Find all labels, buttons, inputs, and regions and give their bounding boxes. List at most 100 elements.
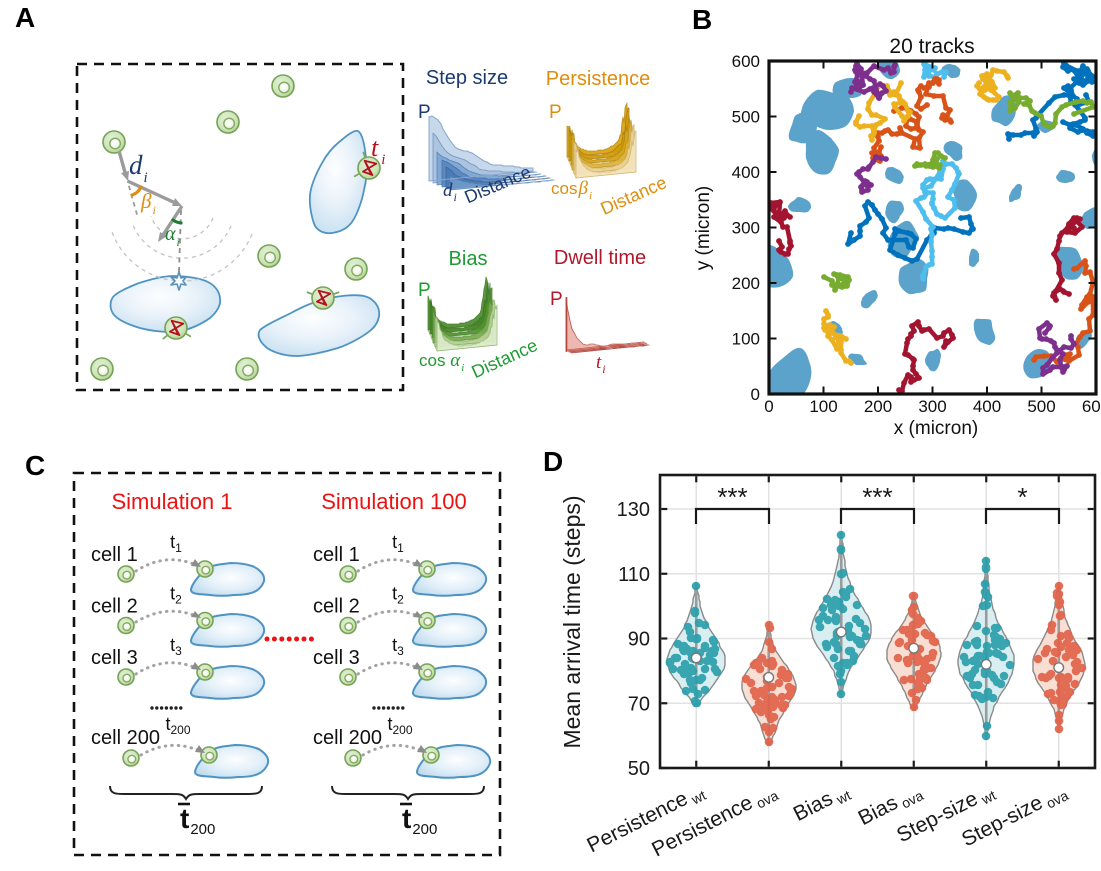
cell-nucleus — [242, 364, 255, 377]
y-tick-label: 50 — [628, 758, 650, 780]
cell-pseudopod — [306, 291, 314, 296]
beta-label: βi — [140, 189, 156, 217]
significance-stars: *** — [717, 482, 747, 512]
cell-pseudopod — [162, 334, 169, 340]
ecm-blob — [1009, 183, 1022, 203]
cell-row-label: cell 200 — [91, 727, 160, 749]
cell-nucleus — [278, 81, 291, 94]
cell-nucleus — [264, 251, 277, 264]
panel-a-dashed-border — [75, 62, 405, 392]
arrival-time-label: t3 — [170, 635, 182, 658]
ecm-blob — [885, 200, 904, 224]
migration-dotted-arrow — [356, 558, 420, 573]
alpha-label: αi — [165, 223, 180, 249]
cell-nucleus — [109, 137, 122, 150]
cell-nucleus — [344, 570, 354, 580]
y-tick-label: 400 — [732, 163, 760, 182]
cell-pseudopod — [362, 151, 367, 159]
cell-track — [896, 319, 956, 393]
significance-stars: * — [1017, 482, 1027, 512]
migration-arrow-head — [413, 559, 423, 567]
cell-nucleus — [423, 668, 433, 678]
cell-track — [770, 199, 794, 257]
ecm-blob — [770, 245, 794, 288]
panel-b-ylabel: y (micron) — [693, 186, 714, 270]
dwell-clock-icon — [316, 289, 332, 306]
cell-nucleus — [122, 673, 132, 683]
cell-track — [1007, 90, 1095, 130]
x-axis-label-cosalpha: cos αi — [419, 350, 464, 374]
x-tick-label: 100 — [809, 397, 837, 416]
significance-bracket — [984, 507, 1061, 524]
y-tick-label: 200 — [732, 274, 760, 293]
bias-direction-dashed — [178, 209, 182, 273]
cell-nucleus — [122, 622, 132, 632]
y-tick-label: 110 — [618, 564, 650, 586]
ecm-blob — [1092, 149, 1095, 166]
underbrace — [331, 785, 485, 801]
violin-median-dot — [980, 658, 992, 670]
x-tick-label: 600 — [1082, 397, 1101, 416]
cell-track — [845, 199, 976, 264]
cell-nucleus — [201, 565, 211, 575]
cell-track — [974, 67, 1011, 103]
distribution-layer — [436, 304, 498, 352]
dwell-clock-icon — [169, 319, 185, 336]
ecm-blob — [969, 248, 979, 267]
cell-row-label: cell 2 — [313, 596, 360, 618]
migration-arrow-head — [191, 559, 201, 567]
cell-nucleus — [423, 617, 433, 627]
underbrace — [109, 785, 263, 801]
y-tick-label: 130 — [617, 499, 650, 521]
migration-arrow-head — [413, 662, 423, 670]
distribution-outline — [428, 115, 534, 182]
x-axis-label-cosbeta: cosβi — [551, 178, 592, 202]
ecm-blob — [770, 347, 812, 393]
vertical-ellipsis-dots — [372, 706, 405, 710]
cell-track — [1005, 62, 1095, 142]
x-axis-label-di: di — [443, 180, 457, 204]
between-simulations-dots — [264, 636, 314, 642]
y-tick-label: 300 — [732, 219, 760, 238]
migration-arrow-head — [191, 611, 201, 618]
p-axis-label: P — [418, 102, 431, 123]
migration-arrow-head — [195, 745, 205, 753]
x-tick-label: 500 — [1027, 397, 1055, 416]
migration-arrow-head — [417, 745, 427, 753]
prev-direction-dashed — [127, 185, 139, 216]
migration-dotted-arrow — [361, 743, 424, 757]
ecm-blob — [952, 179, 977, 212]
distribution-layer — [575, 130, 637, 179]
cell-track — [821, 271, 852, 293]
ecm-blob — [925, 348, 941, 372]
cell-row-label: cell 200 — [313, 727, 382, 749]
vertical-ellipsis-dots — [150, 706, 183, 710]
trajectory-arrow-head — [172, 198, 182, 206]
panel-b-xlabel: x (micron) — [894, 418, 978, 439]
panel-b-title: 20 tracks — [889, 35, 974, 58]
migration-dotted-arrow — [134, 609, 198, 624]
x-tick-label: 400 — [973, 397, 1001, 416]
migration-arrow-head — [191, 662, 201, 670]
ecm-blob — [885, 167, 904, 184]
panel-label-d: D — [543, 446, 564, 477]
cell-nucleus — [349, 754, 359, 764]
cell-row-label: cell 3 — [313, 647, 360, 669]
plot-frame — [658, 473, 1097, 770]
cell-nucleus — [223, 117, 236, 130]
ecm-blob — [788, 197, 811, 213]
cell-track — [1036, 320, 1077, 377]
cell-track — [912, 150, 948, 171]
panel-c-dashed-border — [72, 471, 502, 857]
dwell-clock-icon — [362, 159, 378, 176]
simulation-title: Simulation 100 — [321, 489, 467, 514]
x-tick-label: 300 — [918, 397, 946, 416]
panel-d-ylabel: Mean arrival time (steps) — [559, 495, 585, 748]
y-tick-label: 100 — [732, 330, 760, 349]
arrival-time-label: t1 — [170, 532, 182, 555]
cell-nucleus — [344, 673, 354, 683]
significance-bracket — [694, 507, 771, 524]
mean-arrival-label: t200 — [180, 803, 215, 838]
